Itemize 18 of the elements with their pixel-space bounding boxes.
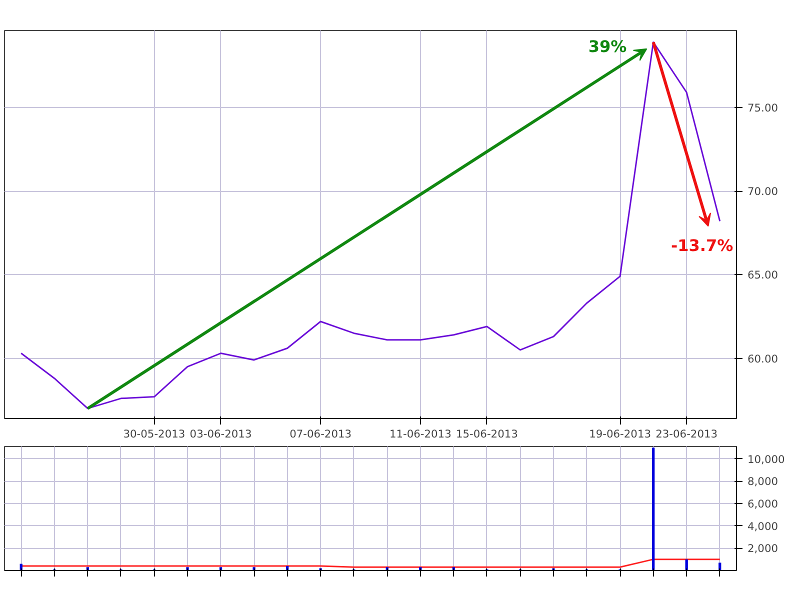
y-tick-label: 70.00: [748, 185, 778, 198]
x-tick-label: 23-06-2013: [656, 428, 718, 440]
x-tick-label: 19-06-2013: [589, 428, 652, 440]
annotation: 39%: [588, 37, 627, 56]
y-tick-label: 75.00: [748, 101, 778, 114]
y-tick-label: 6,000: [748, 497, 778, 510]
annotation: -13.7%: [671, 236, 734, 256]
y-tick-label: 2,000: [748, 542, 778, 556]
x-tick-label: 07-06-2013: [290, 428, 352, 440]
x-tick-label: 11-06-2013: [389, 428, 452, 440]
x-tick-label: 03-06-2013: [190, 428, 252, 440]
y-tick-label: 4,000: [748, 520, 778, 533]
x-tick-label: 15-06-2013: [456, 428, 518, 440]
y-tick-label: 8,000: [748, 475, 778, 488]
y-tick-label: 65.00: [748, 268, 778, 282]
x-tick-label: 30-05-2013: [123, 428, 186, 440]
y-tick-label: 10,000: [748, 452, 786, 466]
y-tick-label: 60.00: [748, 352, 778, 366]
